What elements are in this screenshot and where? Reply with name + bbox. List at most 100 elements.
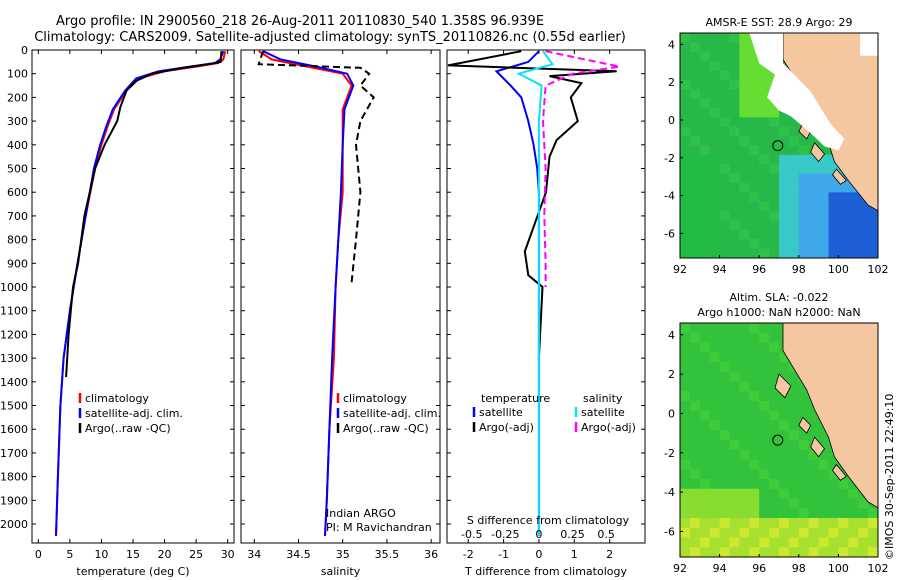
legend-entry: Argo(..raw -QC)	[343, 422, 429, 435]
x-tick-label: 35.5	[375, 548, 400, 561]
field-cell	[709, 248, 721, 258]
field-cell	[808, 201, 820, 212]
field-cell	[828, 547, 839, 557]
field-cell	[689, 410, 701, 421]
field-cell	[788, 440, 800, 451]
field-cell	[739, 239, 750, 250]
field-cell	[709, 537, 721, 548]
field-cell	[818, 479, 829, 490]
field-cell	[719, 98, 730, 109]
y-tick-label: 1600	[0, 423, 28, 436]
y-tick-label: 500	[7, 163, 28, 176]
legend-title-salinity: salinity	[583, 392, 623, 405]
field-cell	[729, 173, 740, 184]
field-cell	[759, 459, 770, 470]
field-cell	[729, 362, 740, 373]
field-cell	[838, 201, 849, 212]
legend-entry: Argo(-adj)	[581, 421, 636, 434]
field-cell	[689, 98, 701, 109]
field-cell	[699, 527, 711, 538]
field-cell	[749, 154, 760, 165]
field-cell	[709, 332, 721, 343]
legend-entry: Argo(-adj)	[479, 421, 534, 434]
field-cell	[769, 183, 780, 193]
field-cell	[759, 469, 770, 480]
field-cell	[759, 136, 770, 146]
field-cell	[680, 229, 691, 240]
field-cell	[689, 342, 701, 353]
sst-map-panel: 92 94 96 98 100 102 -6 -4 -2 0 2 4 AMSR-E SST: 28.9 …	[664, 16, 888, 276]
x-tick-label: 96	[752, 562, 766, 575]
field-cell	[739, 211, 750, 221]
field-cell	[779, 164, 790, 175]
field-cell	[699, 342, 711, 353]
field-cell	[739, 381, 750, 392]
field-cell	[828, 498, 839, 509]
field-cell	[709, 108, 721, 118]
field-cell	[699, 51, 711, 62]
field-cell	[719, 154, 730, 165]
field-cell	[749, 229, 760, 240]
field-cell	[729, 401, 740, 412]
field-cell	[729, 89, 740, 100]
field-cell	[769, 362, 780, 373]
s-tick-label: 0.25	[560, 528, 585, 541]
field-cell	[680, 33, 691, 43]
field-cell	[798, 430, 810, 441]
field-cell	[858, 248, 869, 258]
field-cell	[749, 183, 760, 193]
field-cell	[749, 136, 760, 146]
field-cell	[868, 508, 878, 519]
field-cell	[680, 70, 691, 81]
s-tick-label: -0.5	[461, 528, 482, 541]
y-tick-label: 0	[21, 44, 28, 57]
field-cell	[749, 332, 760, 343]
field-cell	[689, 229, 701, 240]
field-cell	[818, 459, 829, 470]
field-cell	[788, 508, 800, 519]
y-tick-label: -2	[664, 447, 675, 460]
field-cell	[680, 332, 691, 343]
y-tick-label: 200	[7, 91, 28, 104]
field-cell	[699, 323, 711, 334]
field-cell	[739, 479, 750, 490]
field-cell	[808, 410, 820, 421]
field-cell	[808, 449, 820, 460]
field-cell	[680, 239, 691, 250]
field-cell	[769, 401, 780, 412]
field-cell	[759, 518, 770, 529]
field-cell	[709, 498, 721, 509]
field-cell	[680, 154, 691, 165]
field-cell	[749, 498, 760, 509]
field-cell	[779, 430, 790, 441]
field-cell	[729, 371, 740, 382]
legend-entry: satellite	[479, 406, 523, 419]
field-cell	[680, 248, 691, 258]
s-argo-adj-line	[541, 50, 620, 287]
field-cell	[739, 488, 750, 499]
field-cell	[699, 211, 711, 221]
field-cell	[779, 201, 790, 212]
x-tick-label: 94	[713, 562, 727, 575]
annotation-line1: Indian ARGO	[326, 507, 396, 520]
field-cell	[729, 323, 740, 334]
field-cell	[709, 229, 721, 240]
field-cell	[719, 352, 730, 363]
field-cell	[699, 469, 711, 480]
field-cell	[680, 488, 691, 499]
field-cell	[828, 488, 839, 499]
x-tick-label: 100	[828, 562, 849, 575]
field-cell	[808, 430, 820, 441]
field-cell	[788, 537, 800, 548]
field-cell	[798, 410, 810, 421]
field-cell	[749, 459, 760, 470]
field-cell	[868, 229, 878, 240]
field-cell	[838, 479, 849, 490]
x-tick-label: -2	[463, 548, 474, 561]
field-cell	[828, 192, 839, 203]
island	[831, 168, 847, 185]
field-cell	[739, 154, 750, 165]
field-cell	[739, 362, 750, 373]
field-cell	[759, 79, 770, 90]
field-cell	[719, 192, 730, 203]
